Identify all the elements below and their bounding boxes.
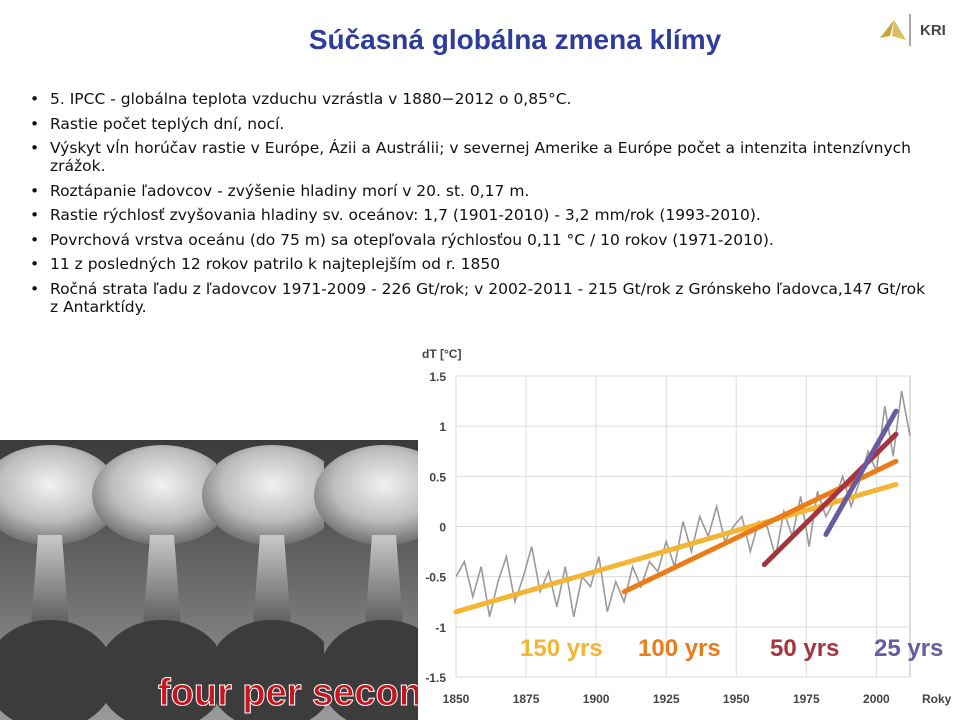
- mushroom-cloud-photo-strip: four per second: [0, 440, 418, 720]
- bullet-item: 5. IPCC - globálna teplota vzduchu vzrás…: [30, 90, 930, 108]
- x-tick-label: 1950: [723, 692, 750, 706]
- bullet-item: Výskyt vĺn horúčav rastie v Európe, Ázii…: [30, 139, 930, 175]
- legend-label: 25 yrs: [874, 635, 943, 662]
- legend-label: 100 yrs: [638, 635, 721, 662]
- y-tick-label: -1.5: [425, 671, 446, 685]
- y-axis-label: dT [°C]: [422, 347, 461, 361]
- mushroom-cloud-frame: [0, 440, 120, 720]
- trend-line-100-yrs: [621, 458, 899, 595]
- x-tick-label: 1925: [653, 692, 680, 706]
- x-tick-label: 2000: [863, 692, 890, 706]
- x-tick-label: 1975: [793, 692, 820, 706]
- slide-title: Súčasná globálna zmena klímy: [308, 24, 722, 55]
- bullet-item: 11 z posledných 12 rokov patrilo k najte…: [30, 255, 930, 273]
- kri-logo-icon: [880, 14, 911, 46]
- bullet-item: Ročná strata ľadu z ľadovcov 1971-2009 -…: [30, 280, 930, 316]
- mushroom-cloud-image: four per second: [0, 440, 418, 720]
- x-tick-label: 1875: [513, 692, 540, 706]
- y-tick-label: 0: [439, 521, 446, 535]
- x-tick-label: 1900: [583, 692, 610, 706]
- x-axis-label: Roky: [922, 692, 952, 706]
- bullet-item: Roztápanie ľadovcov - zvýšenie hladiny m…: [30, 182, 930, 200]
- y-tick-label: -0.5: [425, 571, 446, 585]
- bullet-item: Povrchová vrstva oceánu (do 75 m) sa ote…: [30, 231, 930, 249]
- trend-line-25-yrs: [823, 408, 899, 537]
- kri-logo: KRI: [876, 10, 956, 58]
- temperature-chart-svg: 1.5 1 0.5 0 -0.5 -1 -1.5 1850 1875 1900 1925 1950 19…: [422, 347, 952, 706]
- mushroom-cloud-frame: [314, 440, 418, 720]
- legend-label: 150 yrs: [520, 635, 603, 662]
- trend-line-50-yrs: [761, 431, 899, 568]
- temperature-chart: 1.5 1 0.5 0 -0.5 -1 -1.5 1850 1875 1900 1925 1950 19…: [412, 340, 960, 720]
- bullet-item: Rastie rýchlosť zvyšovania hladiny sv. o…: [30, 206, 930, 224]
- y-tick-label: 1.5: [429, 370, 446, 384]
- x-tick-label: 1850: [443, 692, 470, 706]
- legend-label: 50 yrs: [770, 635, 839, 662]
- logo-text: KRI: [920, 22, 946, 39]
- bullet-list: 5. IPCC - globálna teplota vzduchu vzrás…: [30, 90, 930, 322]
- photo-caption: four per second: [158, 672, 418, 714]
- y-tick-label: -1: [435, 621, 446, 635]
- mushroom-cloud-frame: [92, 440, 232, 720]
- y-tick-label: 1: [439, 420, 446, 434]
- y-tick-label: 0.5: [429, 470, 446, 484]
- bullet-item: Rastie počet teplých dní, nocí.: [30, 115, 930, 133]
- mushroom-cloud-frame: [202, 440, 342, 720]
